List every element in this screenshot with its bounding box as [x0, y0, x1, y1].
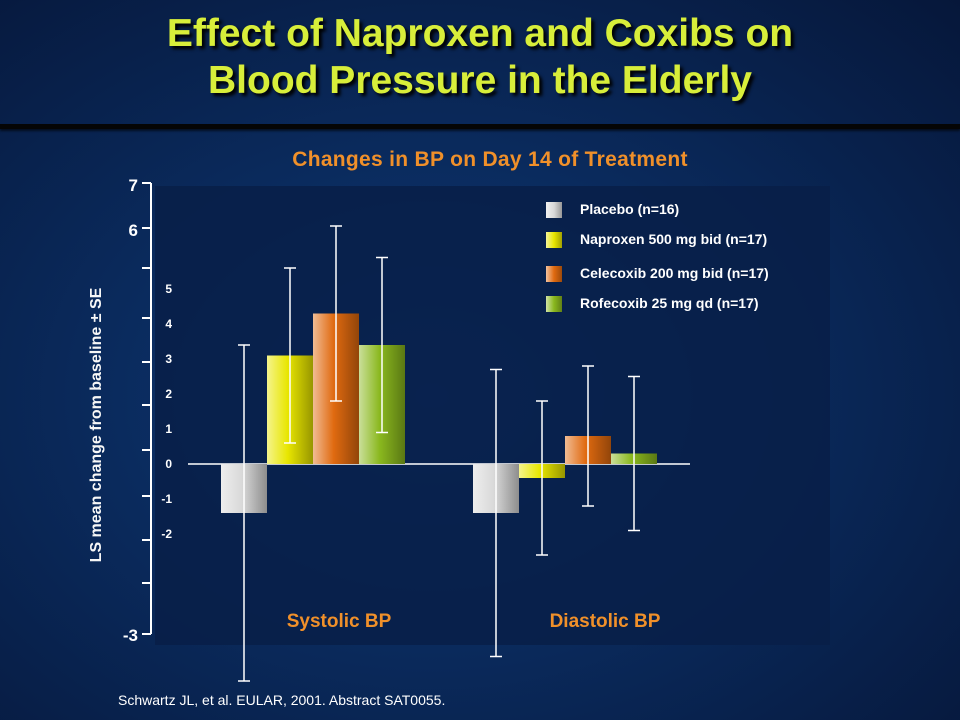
title-divider — [0, 124, 960, 129]
inner-tick-label: -2 — [161, 527, 172, 541]
inner-tick-label: 5 — [165, 282, 172, 296]
slide-title-line2: Blood Pressure in the Elderly — [208, 59, 752, 102]
slide-title: Effect of Naproxen and Coxibs on Blood P… — [0, 10, 960, 104]
legend-label: Naproxen 500 mg bid (n=17) — [580, 231, 768, 247]
chart-title: Changes in BP on Day 14 of Treatment — [292, 148, 688, 171]
inner-tick-label: 2 — [165, 387, 172, 401]
y-tick-label: -3 — [123, 626, 138, 645]
legend-label: Celecoxib 200 mg bid (n=17) — [580, 265, 769, 281]
plot-area — [155, 186, 830, 645]
legend-swatch — [546, 202, 562, 218]
slide-title-line1: Effect of Naproxen and Coxibs on — [166, 12, 794, 55]
y-tick-label: 7 — [129, 176, 138, 195]
citation: Schwartz JL, et al. EULAR, 2001. Abstrac… — [118, 692, 446, 708]
inner-tick-label: 4 — [165, 317, 172, 331]
legend-label: Placebo (n=16) — [580, 201, 680, 217]
category-label: Diastolic BP — [550, 611, 661, 632]
inner-tick-label: -1 — [161, 492, 172, 506]
legend-swatch — [546, 296, 562, 312]
y-tick-label: 6 — [129, 221, 138, 240]
inner-tick-label: 0 — [165, 457, 172, 471]
y-axis-label: LS mean change from baseline ± SE — [88, 287, 105, 563]
legend-label: Rofecoxib 25 mg qd (n=17) — [580, 295, 759, 311]
legend-swatch — [546, 232, 562, 248]
inner-tick-label: 1 — [165, 422, 172, 436]
inner-tick-label: 3 — [165, 352, 172, 366]
legend-swatch — [546, 266, 562, 282]
category-label: Systolic BP — [287, 611, 392, 632]
